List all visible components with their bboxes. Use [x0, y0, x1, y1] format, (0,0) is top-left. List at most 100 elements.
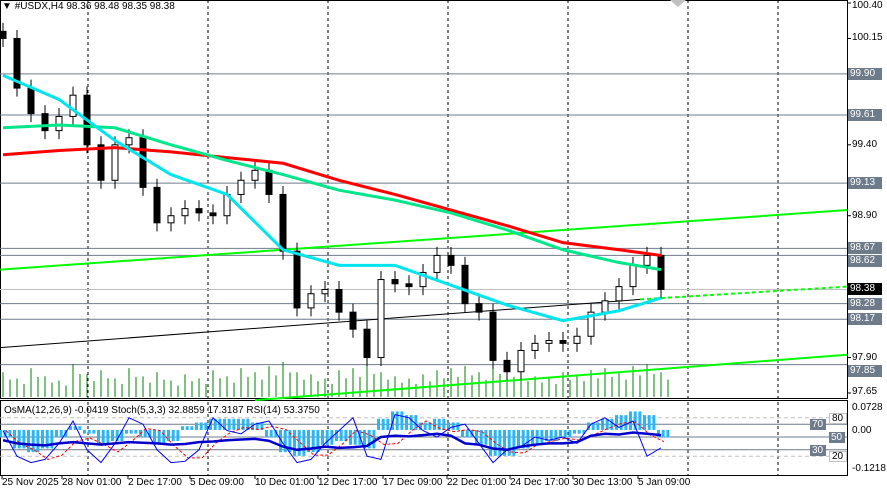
osma-bar — [321, 429, 324, 445]
osma-bar — [475, 429, 478, 445]
osma-bar — [498, 429, 502, 456]
price-tick-label: 100.15 — [852, 32, 883, 44]
osma-bar — [59, 429, 63, 438]
oscillator-level-tag: 20 — [829, 451, 847, 463]
osma-bar — [335, 429, 338, 442]
price-tick-label: 98.90 — [852, 209, 878, 221]
trendline — [254, 353, 848, 402]
osma-bar — [22, 429, 26, 449]
triangle-down-icon[interactable]: ▼ — [2, 1, 12, 12]
osma-bar — [171, 429, 175, 442]
candle — [517, 349, 525, 373]
candle — [531, 342, 539, 351]
osma-bar — [64, 429, 68, 438]
osma-bar — [512, 429, 516, 456]
price-level-tag: 99.61 — [848, 109, 882, 122]
stoch-signal-line — [5, 420, 665, 460]
candle — [195, 208, 203, 214]
osma-bar — [297, 429, 301, 456]
osma-bar — [629, 411, 632, 430]
osma-bar — [45, 429, 49, 449]
price-level-tag: 99.90 — [848, 67, 882, 80]
osma-bar — [162, 429, 166, 445]
osma-bar — [73, 426, 77, 430]
indicator-pane-border — [0, 400, 848, 476]
osma-bar — [199, 422, 203, 430]
time-label: 2 Dec 17:00 — [128, 477, 182, 488]
candle — [377, 279, 385, 359]
osma-bar — [213, 418, 217, 430]
time-label: 12 Dec 17:00 — [318, 477, 378, 488]
osma-bar — [279, 429, 282, 453]
osma-bar — [507, 429, 511, 456]
osma-bar — [591, 422, 595, 430]
shift-marker-icon — [670, 0, 686, 7]
osma-bar — [540, 429, 544, 445]
osma-bar — [437, 418, 441, 430]
time-label: 25 Nov 2025 — [2, 477, 59, 488]
osma-bar — [36, 429, 40, 453]
candle — [503, 359, 511, 373]
osma-bar — [652, 415, 656, 430]
ma-fast-line — [2, 73, 662, 323]
osma-bar — [311, 429, 315, 453]
osma-bar — [0, 429, 2, 438]
candle — [265, 169, 273, 195]
osma-tick-label: 0.00 — [852, 425, 872, 436]
osma-bar — [442, 418, 446, 430]
osma-bar — [8, 429, 12, 438]
candle — [13, 37, 21, 89]
osma-bar — [386, 418, 390, 430]
osma-bar — [246, 418, 250, 430]
candle — [629, 264, 637, 288]
time-label: 30 Dec 13:00 — [573, 477, 633, 488]
osma-bar — [577, 429, 581, 434]
osma-bar — [531, 429, 534, 445]
candle — [181, 208, 189, 217]
osma-bar — [339, 429, 343, 442]
osma-bar — [601, 418, 604, 430]
osma-bar — [288, 429, 292, 453]
osma-bar — [596, 422, 600, 430]
osma-bar — [83, 429, 86, 434]
osma-bar — [31, 429, 35, 453]
candle — [0, 30, 7, 39]
osma-bar — [120, 429, 124, 442]
osma-bar — [414, 415, 418, 430]
osma-bar — [526, 429, 530, 449]
osma-bar — [395, 411, 399, 430]
candle — [643, 254, 651, 266]
osma-bar — [666, 429, 670, 438]
osma-bar — [115, 429, 119, 442]
candle — [41, 113, 49, 132]
candle — [69, 94, 77, 117]
osma-bar — [587, 422, 590, 430]
osma-bar — [363, 429, 366, 449]
candle — [111, 144, 119, 181]
osma-bar — [157, 429, 161, 445]
osma-bar — [153, 429, 156, 445]
osma-bar — [451, 422, 455, 430]
osma-bar — [377, 418, 380, 430]
osma-bar — [101, 429, 105, 445]
candle — [279, 193, 287, 252]
trendline — [0, 209, 848, 271]
oscillator-level-tag: 30 — [810, 444, 826, 456]
osma-bar — [78, 426, 82, 430]
osma-bar — [409, 415, 413, 430]
candle — [419, 271, 427, 288]
osma-bar — [517, 429, 520, 449]
osma-bar — [55, 429, 58, 438]
osma-bar — [643, 415, 646, 430]
oscillator-level-tag: 70 — [810, 419, 826, 431]
osma-bar — [106, 429, 110, 445]
osma-bar — [367, 429, 371, 449]
chart-header: ▼ #USDX,H4 98.36 98.48 98.35 98.38 — [2, 1, 175, 12]
osma-bar — [316, 429, 320, 453]
osma-bar — [503, 429, 506, 456]
osma-bar — [554, 429, 558, 442]
osma-bar — [391, 411, 394, 430]
price-tick-label: 99.40 — [852, 138, 878, 150]
osma-bar — [549, 429, 553, 442]
